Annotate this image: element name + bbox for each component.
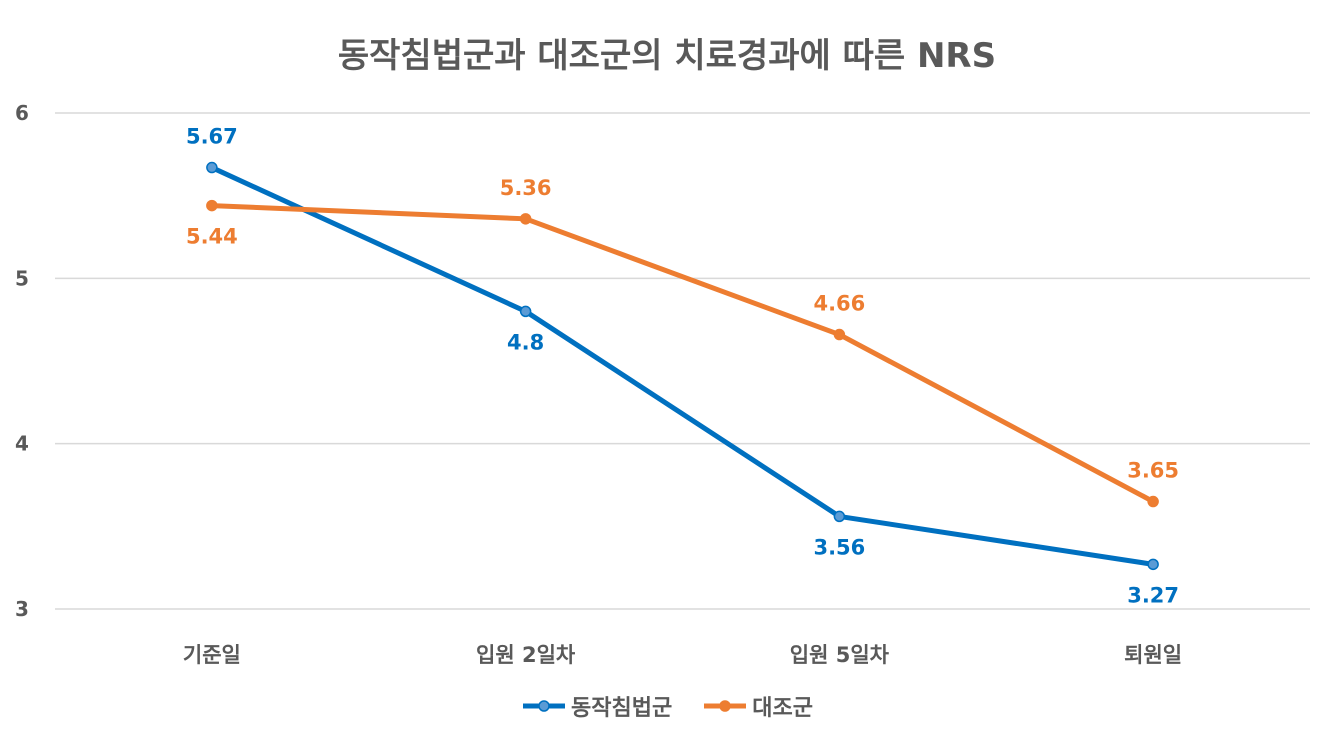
data-label: 4.66 [813,292,865,316]
data-label: 5.44 [186,225,238,249]
chart-title: 동작침법군과 대조군의 치료경과에 따른 NRS [337,36,997,76]
data-point [206,199,218,212]
legend-item: 동작침법군 [521,690,672,722]
legend-label: 동작침법군 [571,696,673,721]
data-point [1147,558,1159,571]
data-point [833,328,846,341]
legend-marker-icon [704,700,747,712]
legend-marker-icon [523,700,566,712]
data-point [1147,495,1159,508]
data-point [833,510,846,523]
data-point [519,305,532,318]
legend: 동작침법군 대조군 [0,690,1334,722]
x-tick-label: 기준일 [183,643,241,667]
x-tick-label: 입원 5일차 [790,643,890,667]
data-point [206,161,218,174]
y-tick-label: 3 [15,597,29,621]
x-tick-label: 퇴원일 [1124,643,1182,667]
series-line-1 [211,203,1155,504]
y-tick-label: 4 [15,432,29,456]
data-label: 4.8 [507,330,544,354]
series-line-0 [210,165,1154,567]
x-tick-label: 입원 2일차 [476,643,576,667]
data-label: 3.65 [1127,459,1179,483]
data-label: 3.27 [1127,583,1179,607]
data-label: 5.36 [500,176,552,200]
data-label: 3.56 [813,535,865,559]
legend-label: 대조군 [752,696,813,721]
data-point [519,213,532,225]
y-tick-label: 5 [15,266,29,290]
y-tick-label: 6 [15,101,29,125]
legend-item: 대조군 [702,690,813,722]
data-label: 5.67 [186,125,238,149]
